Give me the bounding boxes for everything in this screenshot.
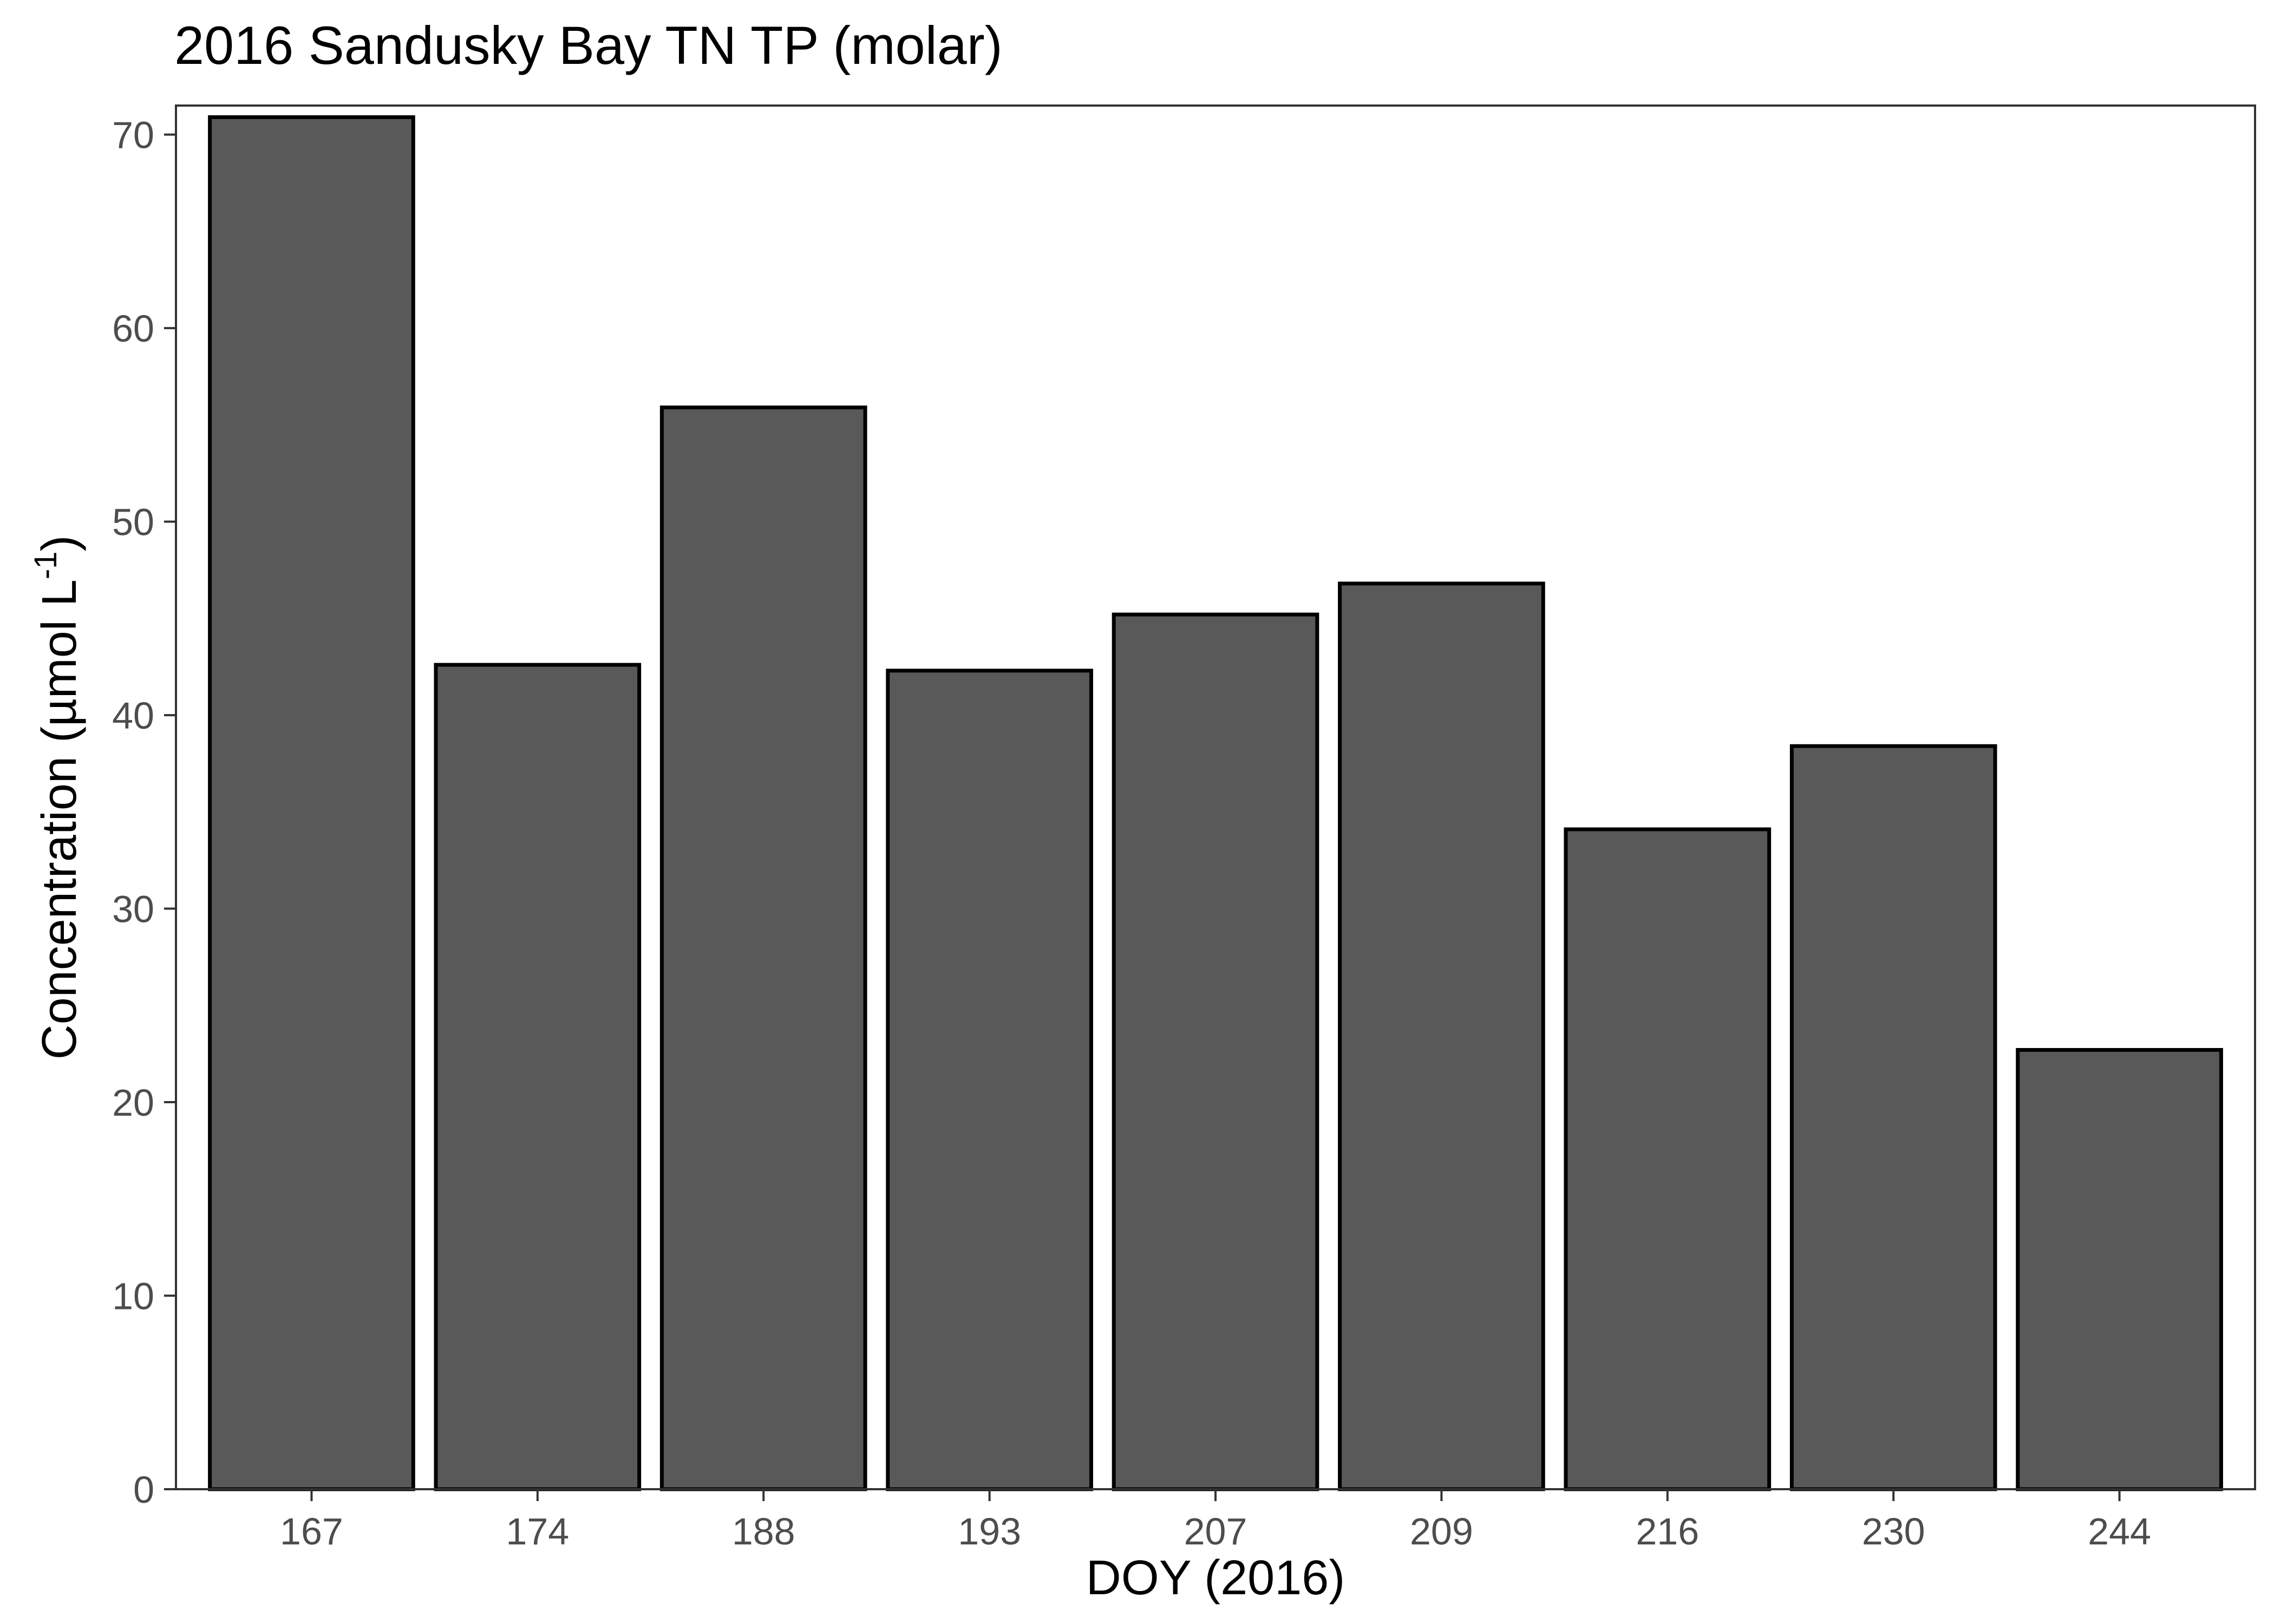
y-tick-label: 50: [112, 501, 154, 543]
bar-188: [659, 405, 867, 1491]
y-axis-title-suffix: ): [32, 535, 87, 552]
bar-167: [208, 115, 415, 1491]
bar-207: [1112, 612, 1319, 1491]
x-tick-label: 216: [1636, 1510, 1699, 1553]
y-tick-label: 60: [112, 307, 154, 350]
x-axis: 167 174 188 193 207 209 216 230 244: [280, 1489, 2151, 1553]
y-tick-label: 20: [112, 1082, 154, 1124]
y-tick-label: 40: [112, 695, 154, 737]
bar-209: [1338, 581, 1545, 1491]
bar-230: [1789, 744, 1997, 1491]
x-axis-title: DOY (2016): [1086, 1551, 1345, 1605]
x-tick-label: 188: [732, 1510, 795, 1553]
bar-193: [886, 669, 1093, 1491]
y-tick-label: 70: [112, 114, 154, 156]
y-axis: 0 10 20 30 40 50 60 70: [112, 114, 176, 1511]
x-tick-label: 174: [506, 1510, 569, 1553]
bar-216: [1564, 827, 1772, 1491]
x-tick-label: 209: [1410, 1510, 1473, 1553]
y-tick-label: 10: [112, 1275, 154, 1318]
x-tick-label: 230: [1862, 1510, 1925, 1553]
bar-244: [2016, 1048, 2223, 1491]
x-tick-label: 167: [280, 1510, 343, 1553]
plot-area: [208, 115, 2223, 1491]
y-tick-label: 0: [133, 1469, 154, 1511]
y-axis-title-superscript: -1: [28, 552, 63, 580]
y-axis-title: Concentration (µmol L-1): [28, 535, 87, 1060]
x-tick-label: 244: [2088, 1510, 2151, 1553]
bar-174: [434, 663, 642, 1491]
chart-title: 2016 Sandusky Bay TN TP (molar): [174, 15, 1003, 75]
y-axis-title-main: Concentration (µmol L: [32, 579, 87, 1059]
x-tick-label: 207: [1184, 1510, 1247, 1553]
y-tick-label: 30: [112, 888, 154, 931]
x-tick-label: 193: [958, 1510, 1021, 1553]
